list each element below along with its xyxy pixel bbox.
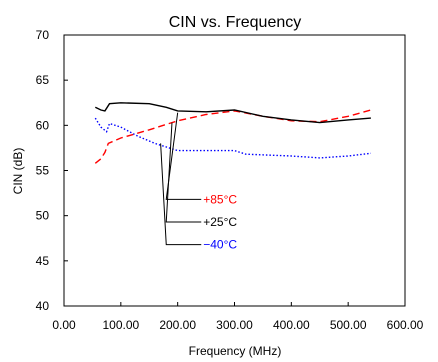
series-line-2 [94, 117, 371, 159]
x-tick-label: 400.00 [273, 318, 310, 332]
x-tick-label: 500.00 [330, 318, 367, 332]
annotation-layer: +85°C +25°C −40°C [160, 112, 237, 252]
annotation-leader [160, 143, 202, 246]
y-axis-label: CIN (dB) [11, 148, 25, 195]
annotation-leader [165, 112, 202, 200]
series-line-1 [94, 102, 371, 124]
y-tick-label: 45 [36, 254, 50, 268]
x-axis-label: Frequency (MHz) [189, 344, 282, 358]
y-tick-label: 55 [36, 164, 50, 178]
y-tick-label: 65 [36, 73, 50, 87]
annotation-label: −40°C [203, 238, 237, 252]
x-tick-label: 100.00 [102, 318, 139, 332]
x-tick-label: 0.00 [52, 318, 76, 332]
x-tick-label: 600.00 [387, 318, 424, 332]
axis-ticks: 0.00 100.00 200.00 300.00 400.00 500.00 600.00… [36, 28, 424, 332]
annotation-label: +25°C [203, 215, 237, 229]
y-tick-label: 70 [36, 28, 50, 42]
annotation-label: +85°C [203, 192, 237, 206]
y-tick-label: 40 [36, 299, 50, 313]
annotation-leader [165, 122, 202, 223]
y-tick-label: 60 [36, 118, 50, 132]
x-tick-label: 200.00 [159, 318, 196, 332]
series-line-0 [94, 109, 372, 164]
series-layer [94, 102, 372, 164]
y-tick-label: 50 [36, 209, 50, 223]
plot-frame [63, 34, 406, 307]
x-tick-label: 300.00 [216, 318, 253, 332]
chart-title: CIN vs. Frequency [169, 14, 301, 31]
